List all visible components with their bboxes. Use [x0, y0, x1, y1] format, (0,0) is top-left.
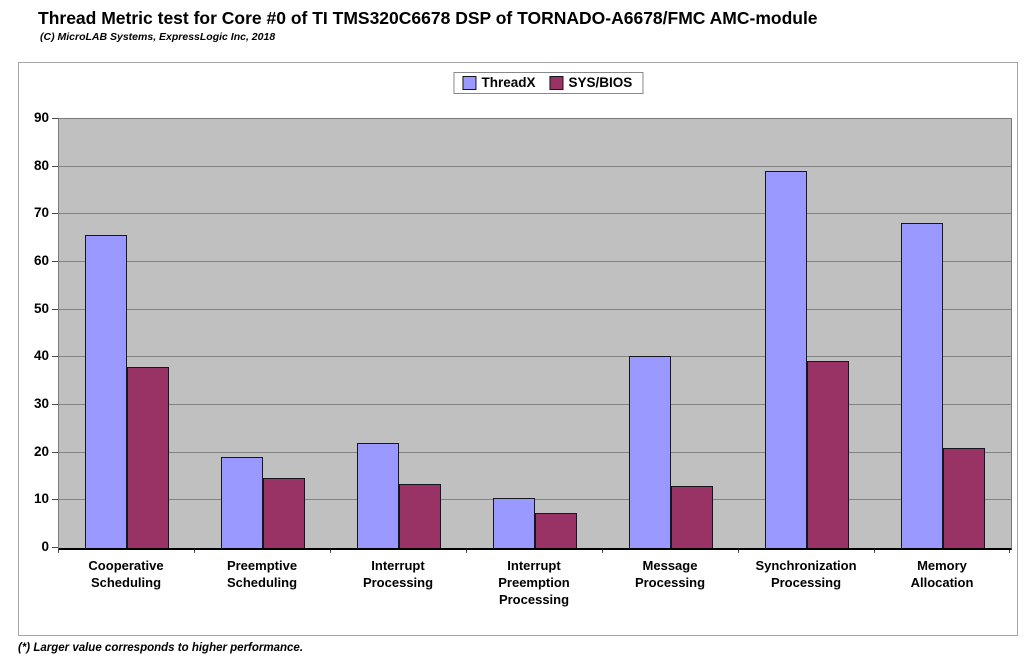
gridline — [59, 261, 1011, 263]
x-axis-category-label: Interrupt Processing — [362, 558, 434, 590]
legend-swatch-sysbios — [549, 75, 564, 90]
bar-sys-bios-message-processing — [671, 486, 713, 548]
x-axis-category-label: Interrupt Preemption Processing — [498, 558, 570, 607]
gridline — [59, 356, 1011, 358]
y-axis-tick — [52, 499, 58, 501]
x-axis-labels: Cooperative Scheduling Preemptive Schedul… — [58, 557, 1010, 608]
gridline — [59, 451, 1011, 453]
x-axis-tick — [58, 549, 59, 553]
x-axis-tick — [874, 549, 875, 553]
y-axis-tick — [52, 165, 58, 167]
y-axis-tick — [52, 404, 58, 405]
chart-frame: ThreadX SYS/BIOS Cooperative Scheduling P… — [18, 62, 1018, 636]
gridline — [59, 499, 1011, 501]
bar-sys-bios-preemptive-scheduling — [263, 477, 305, 548]
gridline — [59, 213, 1011, 215]
bar-threadx-interrupt-processing — [357, 443, 399, 548]
bar-group-synchronization-processing — [739, 119, 875, 548]
x-axis-tick — [194, 549, 195, 553]
x-axis-category-label: Cooperative Scheduling — [88, 558, 164, 590]
gridline — [59, 308, 1011, 310]
x-axis-tick — [1009, 549, 1010, 553]
bar-group-message-processing — [603, 119, 739, 548]
x-axis-category-label: Preemptive Scheduling — [226, 558, 298, 590]
gridline — [59, 404, 1011, 406]
y-axis-tick-label: 50 — [33, 300, 49, 316]
y-axis-tick — [52, 261, 58, 262]
bar-group-preemptive-scheduling — [195, 119, 331, 548]
y-axis-tick-label: 90 — [33, 110, 49, 125]
page-footnote: (*) Larger value corresponds to higher p… — [18, 642, 304, 654]
legend-item-sysbios: SYS/BIOS — [549, 75, 632, 90]
chart-legend: ThreadX SYS/BIOS — [453, 72, 644, 94]
y-axis-tick — [52, 547, 58, 548]
bar-threadx-memory-allocation — [901, 222, 943, 548]
y-axis-tick-label: 70 — [33, 205, 49, 221]
bar-group-interrupt-processing — [331, 119, 467, 548]
legend-label-threadx: ThreadX — [481, 75, 536, 90]
bar-sys-bios-synchronization-processing — [807, 361, 849, 548]
bar-sys-bios-cooperative-scheduling — [127, 366, 169, 548]
page-title: Thread Metric test for Core #0 of TI TMS… — [38, 8, 818, 28]
bar-threadx-interrupt-preemption-processing — [493, 497, 535, 548]
page-subtitle: (C) MicroLAB Systems, ExpressLogic Inc, … — [40, 31, 276, 43]
bar-threadx-preemptive-scheduling — [221, 457, 263, 548]
bar-threadx-cooperative-scheduling — [85, 234, 127, 548]
bar-group-memory-allocation — [875, 119, 1011, 548]
y-axis-tick — [52, 308, 58, 310]
y-axis-tick — [52, 118, 58, 119]
y-axis-tick-label: 10 — [33, 491, 49, 507]
legend-swatch-threadx — [462, 75, 477, 90]
x-axis-tick — [602, 549, 603, 553]
bar-sys-bios-interrupt-preemption-processing — [535, 512, 577, 548]
y-axis-tick-label: 0 — [41, 539, 49, 554]
y-axis-tick-label: 60 — [33, 253, 49, 268]
x-axis-category-label: Synchronization Processing — [755, 558, 857, 590]
bar-sys-bios-interrupt-processing — [399, 484, 441, 548]
plot-area — [58, 118, 1012, 550]
y-axis-tick-label: 30 — [33, 396, 49, 411]
x-axis-category-label: Memory Allocation — [910, 558, 974, 590]
legend-label-sysbios: SYS/BIOS — [568, 75, 633, 90]
x-axis-tick — [330, 549, 331, 553]
y-axis-tick-label: 20 — [33, 443, 49, 459]
y-axis-tick — [52, 213, 58, 215]
bar-threadx-message-processing — [629, 356, 671, 548]
x-axis-tick — [738, 549, 739, 553]
legend-item-threadx: ThreadX — [462, 75, 535, 90]
y-axis-tick-label: 80 — [33, 157, 49, 173]
bar-group-interrupt-preemption-processing — [467, 119, 603, 548]
x-axis-tick — [466, 549, 467, 553]
y-axis-tick-label: 40 — [33, 348, 49, 364]
bar-threadx-synchronization-processing — [765, 170, 807, 548]
y-axis-tick — [52, 451, 58, 453]
bar-group-cooperative-scheduling — [59, 119, 195, 548]
y-axis-tick — [52, 356, 58, 358]
gridline — [59, 165, 1011, 167]
x-axis-category-label: Message Processing — [634, 558, 706, 590]
bar-sys-bios-memory-allocation — [943, 448, 985, 548]
